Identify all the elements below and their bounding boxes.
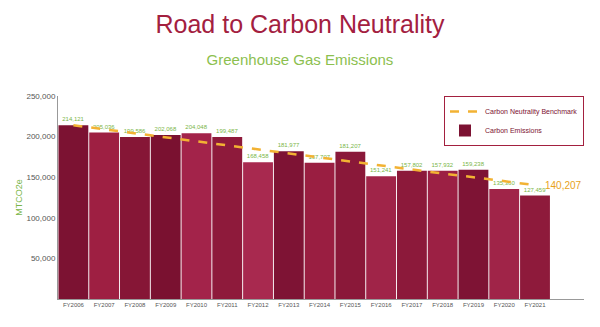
svg-text:FY2008: FY2008	[124, 302, 146, 308]
svg-text:127,459: 127,459	[524, 187, 546, 193]
svg-text:FY2014: FY2014	[309, 302, 331, 308]
svg-text:FY2007: FY2007	[94, 302, 116, 308]
svg-text:199,586: 199,586	[124, 128, 146, 134]
svg-text:150,000: 150,000	[26, 173, 55, 182]
svg-text:FY2020: FY2020	[494, 302, 516, 308]
svg-text:Carbon Neutrality Benchmark: Carbon Neutrality Benchmark	[485, 108, 577, 116]
svg-text:204,048: 204,048	[185, 124, 207, 130]
svg-text:100,000: 100,000	[26, 214, 55, 223]
svg-text:Carbon Emissions: Carbon Emissions	[485, 127, 542, 134]
svg-text:FY2006: FY2006	[63, 302, 85, 308]
svg-text:205,036: 205,036	[93, 124, 115, 130]
svg-text:140,207: 140,207	[545, 180, 582, 191]
svg-text:50,000: 50,000	[31, 254, 56, 263]
svg-text:FY2019: FY2019	[463, 302, 485, 308]
svg-text:135,360: 135,360	[493, 180, 515, 186]
svg-text:157,802: 157,802	[401, 162, 423, 168]
svg-text:157,932: 157,932	[431, 162, 453, 168]
svg-text:Road to Carbon NeutralityGreen: Road to Carbon NeutralityGreenhouse Gas …	[155, 10, 445, 68]
svg-text:FY2017: FY2017	[401, 302, 423, 308]
svg-text:MTCO2e: MTCO2e	[14, 179, 24, 216]
svg-text:FY2018: FY2018	[432, 302, 454, 308]
svg-text:FY2012: FY2012	[248, 302, 270, 308]
svg-text:214,121: 214,121	[62, 116, 84, 122]
svg-text:159,238: 159,238	[462, 161, 484, 167]
svg-text:FY2011: FY2011	[217, 302, 238, 308]
svg-text:250,000: 250,000	[26, 92, 55, 101]
svg-text:FY2013: FY2013	[278, 302, 300, 308]
svg-text:167,707: 167,707	[308, 154, 330, 160]
svg-text:FY2016: FY2016	[371, 302, 393, 308]
svg-text:181,977: 181,977	[278, 142, 300, 148]
svg-text:FY2015: FY2015	[340, 302, 362, 308]
svg-text:FY2021: FY2021	[524, 302, 546, 308]
svg-text:202,068: 202,068	[155, 126, 177, 132]
svg-text:200,000: 200,000	[26, 132, 55, 141]
svg-text:168,458: 168,458	[247, 153, 269, 159]
svg-text:151,241: 151,241	[370, 167, 392, 173]
svg-text:199,487: 199,487	[216, 128, 238, 134]
svg-text:181,207: 181,207	[339, 143, 361, 149]
svg-text:FY2009: FY2009	[155, 302, 177, 308]
svg-text:FY2010: FY2010	[186, 302, 208, 308]
